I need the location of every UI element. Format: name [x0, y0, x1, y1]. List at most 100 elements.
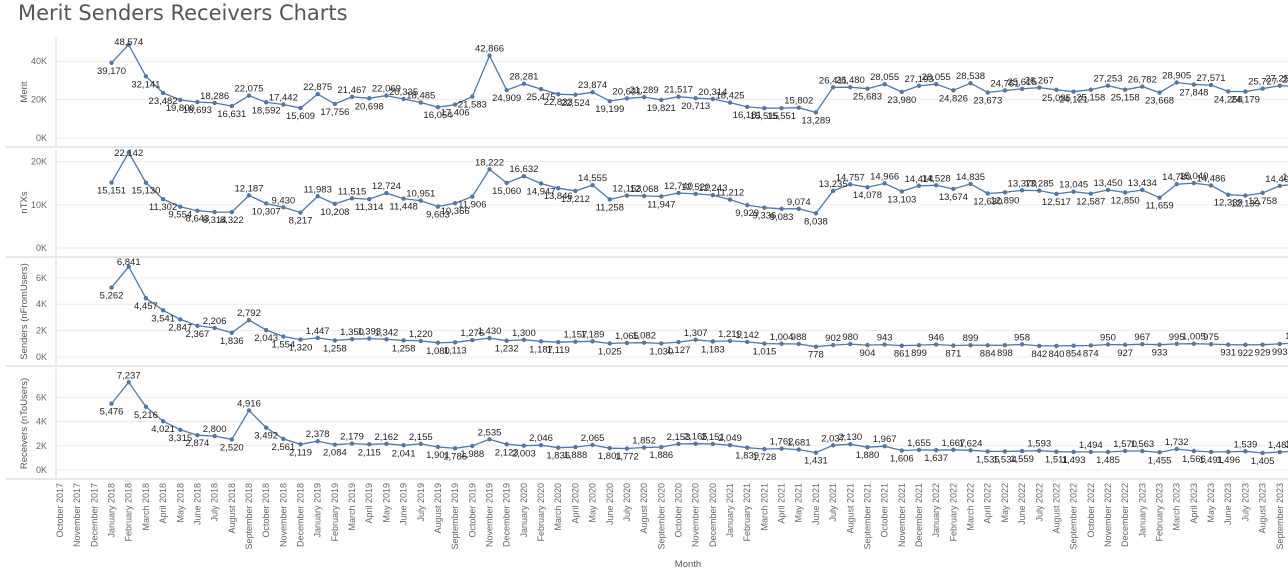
data-point [1002, 342, 1008, 348]
data-label: 14,486 [1197, 173, 1226, 184]
data-point [1208, 82, 1214, 88]
data-point [212, 433, 217, 439]
data-label: 1,142 [735, 330, 759, 341]
data-label: 1,119 [547, 345, 570, 356]
data-point [263, 100, 269, 105]
data-label: 20,713 [681, 101, 710, 112]
data-label: 9,554 [168, 210, 192, 221]
y-tick-label: 20K [31, 95, 47, 105]
x-tick-label: August 2023 [1258, 483, 1268, 534]
data-label: 15,515 [750, 111, 779, 122]
data-point [607, 445, 612, 451]
data-point [1174, 181, 1179, 187]
x-tick-label: November 2019 [485, 483, 495, 547]
data-label: 1,127 [667, 345, 691, 356]
data-label: 14,780 [1162, 172, 1191, 183]
series-line [110, 151, 1288, 215]
data-label: 840 [1049, 349, 1065, 360]
data-label: 12,243 [698, 183, 727, 194]
data-point [160, 196, 166, 202]
data-point [212, 325, 217, 331]
data-point [470, 443, 475, 449]
data-label: 931 [1220, 348, 1236, 359]
x-tick-label: May 2020 [588, 483, 598, 523]
data-point [745, 202, 750, 208]
data-point [1277, 449, 1282, 455]
data-label: 12,740 [664, 181, 693, 192]
data-point [933, 447, 939, 453]
data-label: 21,583 [458, 100, 487, 111]
data-label: 17,406 [441, 108, 470, 119]
data-label: 20,698 [355, 101, 384, 112]
data-label: 16,631 [217, 109, 246, 120]
data-label: 854 [1066, 349, 1082, 360]
data-label: 11,258 [596, 202, 624, 213]
data-point [298, 105, 303, 111]
x-tick-label: September 2021 [862, 483, 872, 550]
data-point [521, 443, 527, 448]
data-label: 12,153 [612, 184, 641, 195]
data-point [487, 53, 492, 58]
data-label: 11,947 [647, 199, 675, 210]
data-point [762, 205, 767, 210]
x-tick-label: February 2023 [1155, 483, 1165, 542]
data-point [676, 94, 681, 99]
x-tick-label: March 2023 [1172, 483, 1182, 531]
data-point [435, 340, 441, 345]
data-label: 26,411 [819, 75, 847, 86]
data-point [384, 337, 389, 342]
x-tick-label: January 2022 [931, 483, 941, 538]
data-point [1122, 190, 1128, 195]
x-tick-label: March 2021 [759, 483, 769, 531]
data-point [143, 74, 149, 79]
data-label: 25,727 [1248, 77, 1277, 88]
data-label: 1,880 [856, 450, 880, 461]
data-label: 24,751 [990, 78, 1019, 89]
data-label: 16,054 [423, 110, 452, 121]
data-label: 23,980 [887, 95, 916, 106]
data-point [590, 339, 595, 344]
data-point [985, 90, 990, 95]
data-label: 11,515 [338, 186, 366, 197]
data-label: 39,170 [97, 66, 126, 77]
data-label: 2,119 [289, 447, 312, 458]
data-point [435, 444, 441, 450]
x-tick-label: April 2018 [158, 483, 168, 524]
data-point [710, 339, 716, 344]
data-point [916, 342, 922, 348]
data-point [487, 167, 492, 172]
data-label: 2,043 [254, 333, 278, 344]
data-label: 1,566 [1182, 454, 1206, 465]
data-label: 1,563 [1130, 439, 1154, 450]
data-point [848, 441, 853, 447]
data-point [865, 342, 870, 348]
data-label: 933 [1152, 348, 1168, 359]
x-tick-label: March 2019 [347, 483, 357, 531]
data-point [1277, 183, 1282, 188]
data-point [160, 90, 166, 96]
data-label: 12,339 [1214, 198, 1243, 209]
data-point [1157, 342, 1162, 347]
data-point [710, 96, 716, 102]
data-point [1054, 191, 1059, 197]
data-point [1019, 188, 1025, 193]
data-label: 14,414 [904, 174, 933, 185]
x-tick-label: May 2018 [175, 483, 185, 523]
data-point [556, 445, 561, 450]
data-label: 9,074 [787, 197, 811, 208]
data-label: 28,055 [922, 72, 951, 83]
data-point [229, 209, 234, 215]
data-label: 9,603 [426, 210, 450, 221]
data-point [367, 336, 372, 341]
data-label: 1,535 [976, 454, 1000, 465]
data-point [745, 445, 750, 450]
y-axis-title: nTXs [19, 191, 30, 213]
data-point [1191, 82, 1197, 87]
data-label: 993 [1272, 347, 1288, 358]
data-label: 8,217 [289, 216, 313, 227]
data-point [332, 201, 338, 207]
data-point [1191, 180, 1197, 186]
data-point [349, 441, 355, 446]
data-point [727, 442, 733, 448]
data-point [178, 204, 183, 209]
